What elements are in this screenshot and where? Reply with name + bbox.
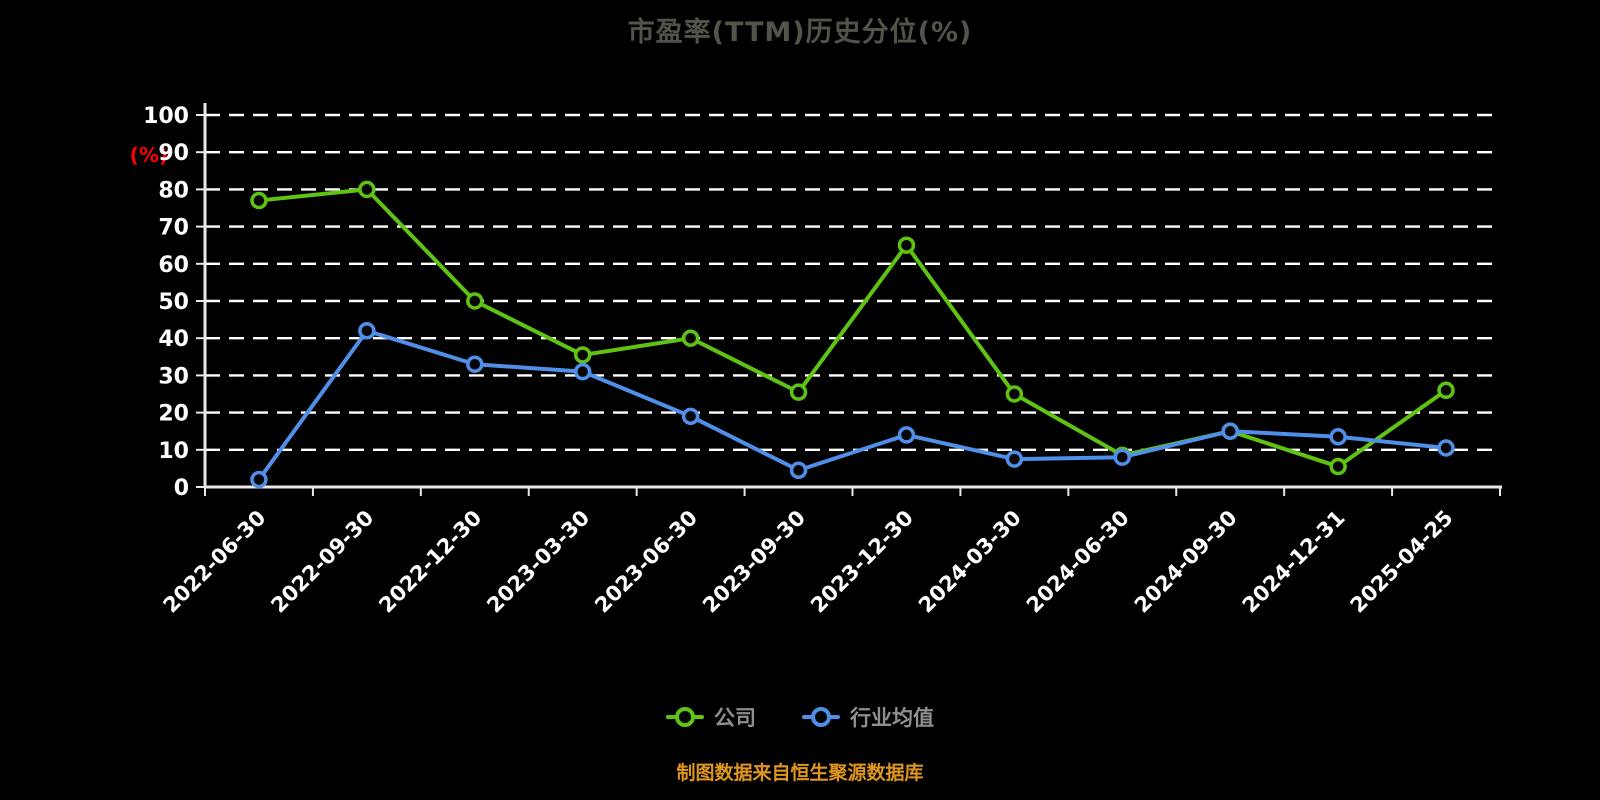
x-tick-label: 2022-06-30 xyxy=(159,506,271,618)
y-tick-label: 70 xyxy=(158,216,189,241)
x-tick-label: 2023-09-30 xyxy=(698,506,810,618)
chart-legend: 公司 行业均值 xyxy=(0,702,1600,732)
data-point xyxy=(681,407,700,426)
data-point xyxy=(1005,385,1024,403)
chart-title: 市盈率(TTM)历史分位(%) xyxy=(627,17,973,48)
data-point xyxy=(250,191,268,210)
x-tick-label: 2025-04-25 xyxy=(1346,506,1458,618)
data-point xyxy=(358,322,376,340)
x-tick-label: 2024-09-30 xyxy=(1130,506,1242,618)
x-tick-label: 2023-03-30 xyxy=(482,506,594,618)
y-tick-label: 50 xyxy=(158,290,189,315)
y-tick-label: 40 xyxy=(158,327,189,352)
y-tick-label: 90 xyxy=(158,141,189,166)
data-point xyxy=(1221,422,1239,440)
x-tick-label: 2024-03-30 xyxy=(914,506,1026,618)
data-point xyxy=(1329,428,1347,446)
data-point xyxy=(1113,448,1132,466)
y-tick-label: 20 xyxy=(158,402,189,427)
y-tick-label: 30 xyxy=(158,364,189,389)
legend-label-industry-average: 行业均值 xyxy=(850,706,934,730)
company-series-marker xyxy=(666,707,704,727)
data-point xyxy=(897,426,916,444)
industry-average-series-marker xyxy=(802,707,840,727)
x-tick-label: 2023-06-30 xyxy=(590,506,702,618)
x-tick-label: 2023-12-30 xyxy=(806,506,918,618)
data-point xyxy=(573,346,592,364)
y-tick-label: 80 xyxy=(158,178,189,203)
y-tick-label: 0 xyxy=(174,476,189,501)
data-source-caption: 制图数据来自恒生聚源数据库 xyxy=(676,762,924,784)
series-line-1 xyxy=(256,328,1449,482)
y-tick-label: 100 xyxy=(143,104,189,129)
data-point xyxy=(789,383,808,401)
data-point xyxy=(789,461,808,480)
data-point xyxy=(897,236,916,254)
data-point xyxy=(466,355,484,373)
data-point xyxy=(1437,439,1455,457)
legend-item-industry-average[interactable]: 行业均值 xyxy=(802,702,934,732)
data-point xyxy=(358,180,376,199)
data-point xyxy=(1329,457,1347,476)
legend-label-company: 公司 xyxy=(714,706,756,730)
data-point xyxy=(466,292,484,310)
data-point xyxy=(1005,450,1024,468)
legend-item-company[interactable]: 公司 xyxy=(666,702,756,732)
data-point xyxy=(1437,381,1455,400)
y-tick-label: 10 xyxy=(158,439,189,464)
x-tick-label: 2022-12-30 xyxy=(374,506,486,618)
y-axis-unit-label: (%) xyxy=(130,143,168,167)
x-tick-label: 2024-06-30 xyxy=(1022,506,1134,618)
x-tick-label: 2024-12-31 xyxy=(1238,506,1350,618)
series-line-0 xyxy=(256,187,1449,469)
data-point xyxy=(250,470,268,489)
y-tick-label: 60 xyxy=(158,253,189,278)
x-tick-label: 2022-09-30 xyxy=(266,506,378,618)
data-point xyxy=(573,362,592,381)
data-point xyxy=(681,329,700,347)
